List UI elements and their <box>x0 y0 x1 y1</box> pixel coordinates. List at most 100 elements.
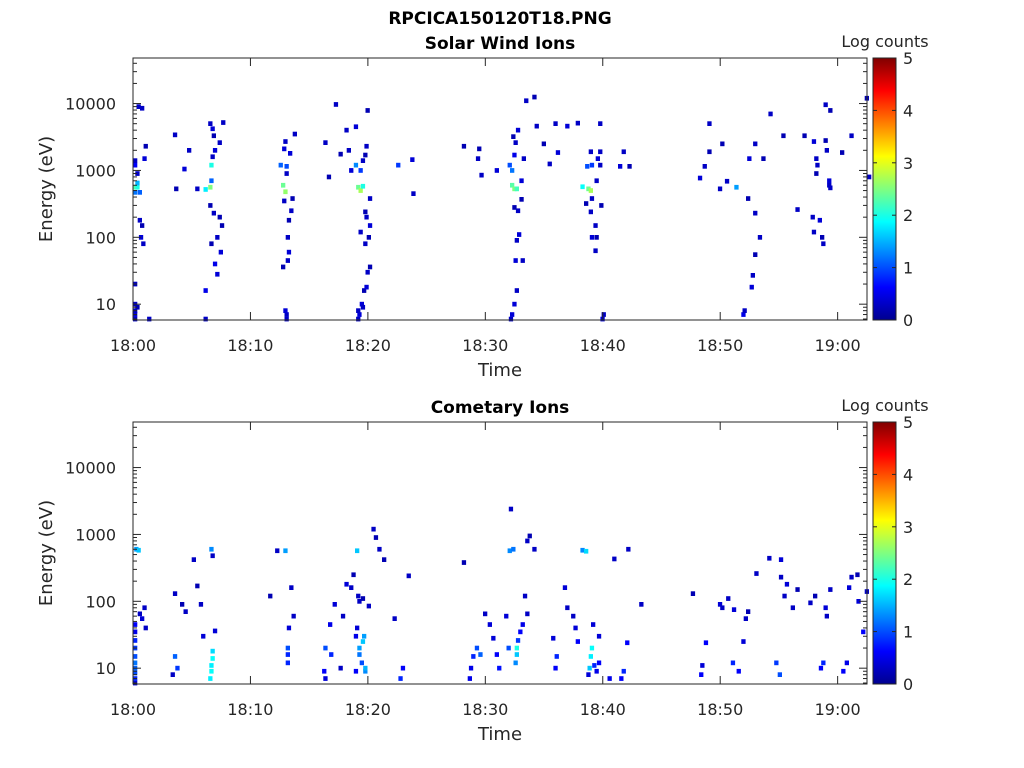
heatmap-cell <box>284 171 289 176</box>
heatmap-cell <box>285 652 290 657</box>
heatmap-cell <box>818 665 824 671</box>
heatmap-cell <box>778 574 784 580</box>
heatmap-cell <box>366 235 371 240</box>
heatmap-cell <box>514 288 519 293</box>
heatmap-cell <box>360 639 366 644</box>
heatmap-cell <box>508 316 514 322</box>
heatmap-cell <box>140 105 145 111</box>
heatmap-cell <box>820 235 825 240</box>
heatmap-cell <box>778 557 784 562</box>
colorbar-tick-label: 5 <box>903 49 913 68</box>
plot-area <box>133 422 867 684</box>
axes-box <box>132 57 868 321</box>
heatmap-cell <box>598 149 603 155</box>
heatmap-cell <box>363 152 368 158</box>
heatmap-cell <box>596 633 602 639</box>
colorbar-tick-label: 4 <box>903 101 913 120</box>
heatmap-cell <box>589 645 595 651</box>
heatmap-cell <box>690 591 696 596</box>
heatmap-cell <box>210 648 215 654</box>
heatmap-cell <box>520 622 525 627</box>
heatmap-cell <box>182 166 187 172</box>
y-tick-label: 1000 <box>75 525 116 544</box>
heatmap-cell <box>203 288 208 293</box>
heatmap-cell <box>494 168 499 173</box>
heatmap-cell <box>137 217 142 223</box>
heatmap-cell <box>209 178 214 184</box>
heatmap-cell <box>353 162 359 168</box>
heatmap-cell <box>363 668 368 674</box>
plot-area <box>133 58 867 320</box>
heatmap-cell <box>212 628 218 634</box>
heatmap-cell <box>849 133 854 139</box>
x-tick-label: 18:50 <box>697 700 743 719</box>
heatmap-cell <box>626 546 631 552</box>
heatmap-cell <box>510 182 515 188</box>
heatmap-cell <box>746 196 751 201</box>
heatmap-cell <box>133 629 138 635</box>
heatmap-cell <box>508 506 514 512</box>
heatmap-cell <box>512 205 517 210</box>
heatmap-cell <box>467 676 472 681</box>
heatmap-cell <box>344 127 349 133</box>
heatmap-cell <box>753 252 758 257</box>
heatmap-cell <box>768 111 773 117</box>
heatmap-cell <box>720 605 725 611</box>
heatmap-cell <box>841 668 846 674</box>
heatmap-cell <box>355 548 360 554</box>
heatmap-cell <box>323 645 328 651</box>
x-tick-label: 18:20 <box>345 336 391 355</box>
colorbar-tick-label: 0 <box>903 311 913 330</box>
heatmap-cell <box>573 625 578 631</box>
heatmap-cell <box>742 308 747 313</box>
heatmap-cell <box>580 184 585 190</box>
heatmap-cell <box>133 184 138 190</box>
heatmap-cell <box>591 622 596 627</box>
heatmap-cell <box>511 546 516 552</box>
heatmap-cell <box>174 186 179 192</box>
heatmap-cell <box>180 602 185 607</box>
heatmap-cell <box>333 102 339 107</box>
heatmap-cell <box>285 258 290 263</box>
heatmap-cell <box>175 665 180 671</box>
heatmap-cell <box>326 174 332 180</box>
heatmap-cell <box>172 654 178 659</box>
heatmap-cell <box>487 622 492 627</box>
heatmap-cells <box>133 94 872 322</box>
heatmap-cell <box>575 639 580 644</box>
heatmap-cell <box>212 261 218 267</box>
heatmap-cell <box>491 635 496 641</box>
heatmap-cell <box>808 600 813 606</box>
heatmap-cell <box>461 560 467 565</box>
heatmap-cell <box>588 149 593 155</box>
heatmap-cell <box>584 548 589 554</box>
colorbar-label: Log counts <box>841 32 928 51</box>
heatmap-cell <box>855 572 860 578</box>
heatmap-cell <box>510 312 515 317</box>
heatmap-cell <box>707 149 712 155</box>
x-tick-label: 19:00 <box>815 700 861 719</box>
heatmap-cell <box>521 156 526 161</box>
heatmap-cell <box>527 533 532 539</box>
heatmap-cell <box>761 156 766 161</box>
heatmap-cell <box>278 162 283 168</box>
heatmap-cell <box>512 186 517 192</box>
heatmap-cell <box>289 208 294 214</box>
heatmap-cell <box>351 572 356 578</box>
heatmap-cell <box>392 616 397 621</box>
y-tick-label: 10000 <box>65 459 116 478</box>
heatmap-cell <box>571 613 576 619</box>
x-tick-label: 18:20 <box>345 700 391 719</box>
heatmap-cell <box>639 602 644 607</box>
heatmap-cell <box>471 654 476 659</box>
heatmap-cell <box>861 629 866 635</box>
heatmap-cell <box>534 123 539 129</box>
heatmap-cell <box>478 652 483 657</box>
heatmap-cell <box>515 208 521 214</box>
heatmap-cell <box>147 316 152 322</box>
heatmap-cell <box>353 124 359 130</box>
heatmap-cell <box>749 284 754 290</box>
heatmap-cell <box>589 162 595 168</box>
heatmap-cell <box>757 235 763 240</box>
